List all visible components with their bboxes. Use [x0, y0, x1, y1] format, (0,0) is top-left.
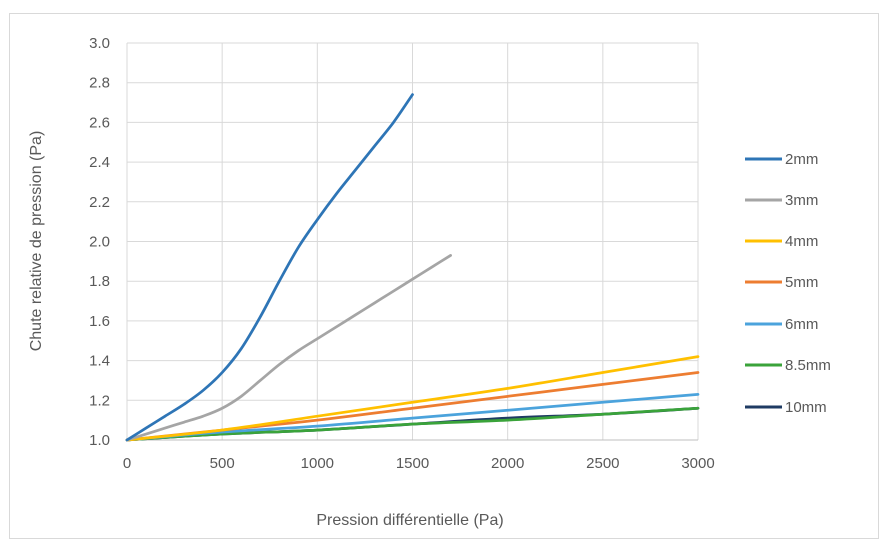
y-tick-label: 2.0: [89, 234, 110, 251]
series-line-2mm: [125, 93, 414, 442]
y-tick-label: 2.8: [89, 75, 110, 92]
legend-item-6mm: 6mm: [745, 316, 818, 333]
y-tick-label: 1.8: [89, 273, 110, 290]
legend-item-5mm: 5mm: [745, 274, 818, 291]
x-axis-ticks: 0 500 1000 1500 2000 2500 3000: [123, 455, 715, 472]
x-tick-label: 3000: [681, 455, 714, 472]
x-tick-label: 2000: [491, 455, 524, 472]
legend-label: 6mm: [785, 316, 818, 333]
chart-frame: [9, 13, 879, 539]
grid-lines: [126, 42, 699, 441]
y-tick-label: 1.4: [89, 353, 110, 370]
x-axis-title: Pression différentielle (Pa): [316, 512, 503, 529]
y-tick-label: 2.6: [89, 114, 110, 131]
y-axis-ticks: 1.0 1.2 1.4 1.6 1.8 2.0 2.2 2.4 2.6 2.8 3.0: [89, 35, 110, 449]
y-axis-title: Chute relative de pression (Pa): [28, 131, 45, 352]
series-lines: [125, 93, 700, 442]
legend-label: 5mm: [785, 274, 818, 291]
legend-item-10mm: 10mm: [745, 399, 827, 416]
y-tick-label: 3.0: [89, 35, 110, 52]
x-tick-label: 1000: [301, 455, 334, 472]
y-tick-label: 1.2: [89, 392, 110, 409]
legend-item-3mm: 3mm: [745, 192, 818, 209]
x-tick-label: 1500: [396, 455, 429, 472]
legend-item-4mm: 4mm: [745, 233, 818, 250]
x-tick-label: 500: [210, 455, 235, 472]
legend-label: 8.5mm: [785, 357, 831, 374]
series-line-4mm: [125, 355, 700, 442]
series-line-8-5mm: [125, 406, 700, 442]
legend-label: 2mm: [785, 151, 818, 168]
y-tick-label: 1.0: [89, 432, 110, 449]
y-tick-label: 2.2: [89, 194, 110, 211]
legend-item-2mm: 2mm: [745, 151, 818, 168]
x-tick-label: 0: [123, 455, 131, 472]
legend-item-8-5mm: 8.5mm: [745, 357, 831, 374]
y-tick-label: 1.6: [89, 313, 110, 330]
x-tick-label: 2500: [586, 455, 619, 472]
series-line-6mm: [125, 392, 700, 442]
legend-label: 10mm: [785, 399, 827, 416]
legend-label: 4mm: [785, 233, 818, 250]
legend-label: 3mm: [785, 192, 818, 209]
y-tick-label: 2.4: [89, 154, 110, 171]
series-line-3mm: [125, 254, 452, 442]
legend: 2mm 3mm 4mm 5mm 6mm 8.5mm 10mm: [745, 151, 831, 416]
